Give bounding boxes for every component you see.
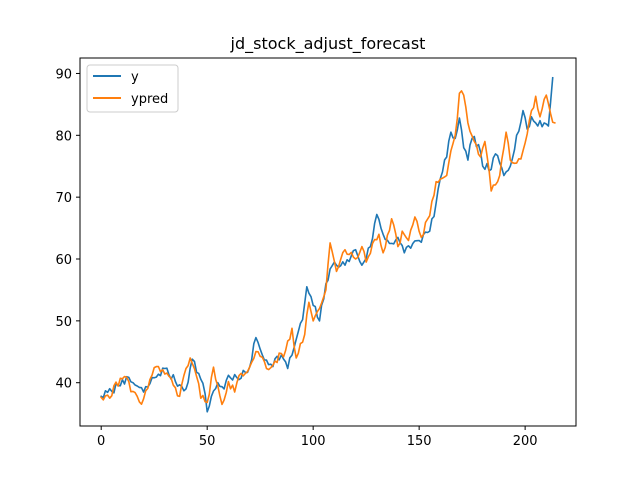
series-layer [100,76,556,413]
y-tick-label: 80 [55,129,72,144]
x-tick-label: 100 [301,434,326,449]
legend: y ypred [86,64,179,113]
x-tick-label: 0 [97,434,105,449]
y-tick-label: 70 [55,191,72,206]
ticks-layer: 0 50 100 150 200 40 50 60 70 80 90 [55,67,537,449]
x-tick-label: 200 [513,434,538,449]
y-tick-label: 40 [55,377,72,392]
series-line-ypred [100,90,556,406]
x-tick-label: 150 [407,434,432,449]
y-tick-label: 90 [55,67,72,82]
legend-label-ypred: ypred [131,92,168,107]
x-tick-label: 50 [199,434,216,449]
chart-title: jd_stock_adjust_forecast [230,34,426,54]
y-tick-label: 50 [55,315,72,330]
plot-frame [79,57,577,427]
y-tick-label: 60 [55,253,72,268]
legend-label-y: y [131,70,139,85]
